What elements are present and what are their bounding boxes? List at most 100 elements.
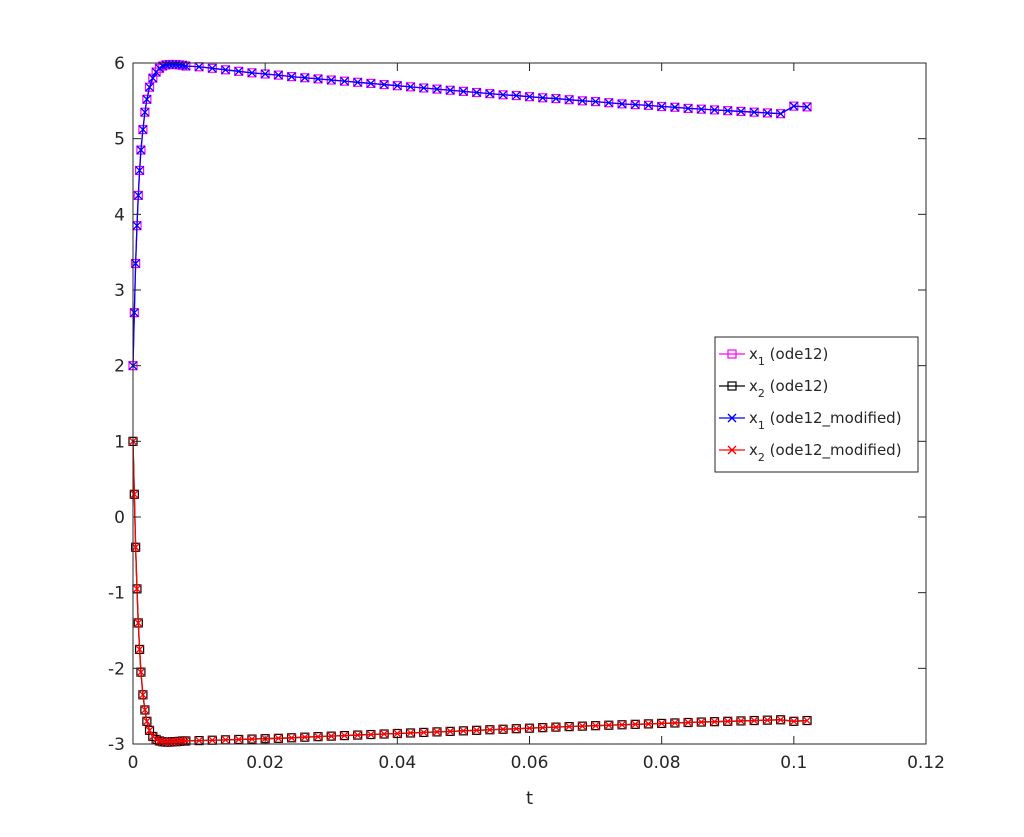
data-point (432, 727, 442, 737)
data-point (683, 718, 693, 727)
series-4 (128, 436, 812, 747)
data-point (472, 725, 482, 735)
data-point (138, 125, 148, 135)
data-point (617, 99, 627, 109)
data-point (142, 716, 152, 726)
data-point (366, 730, 376, 740)
data-point (498, 724, 508, 734)
data-point (142, 94, 152, 104)
data-point (313, 732, 323, 742)
data-point (129, 489, 139, 499)
x-tick-label: 0 (128, 753, 139, 773)
data-point (670, 102, 680, 112)
data-point (144, 82, 155, 92)
data-point (207, 735, 217, 745)
legend-marker (727, 445, 737, 455)
data-point (234, 735, 244, 744)
data-point (551, 722, 561, 732)
data-point (776, 109, 786, 119)
x-tick-label: 0.04 (378, 753, 416, 773)
data-point (749, 107, 759, 117)
data-point (683, 103, 693, 113)
data-point (260, 69, 270, 79)
data-point (148, 73, 158, 83)
legend-label: x1 (ode12) (749, 345, 828, 368)
x-tick-label: 0.08 (643, 753, 681, 773)
data-point (247, 734, 257, 744)
data-point (135, 165, 145, 175)
data-point (379, 729, 389, 739)
x-tick-label: 0.1 (780, 753, 807, 773)
data-point (287, 72, 297, 82)
data-point (326, 731, 336, 741)
data-point (132, 584, 142, 594)
series-layer (128, 59, 812, 747)
data-point (762, 108, 772, 118)
data-point (710, 717, 719, 727)
data-point (643, 100, 653, 110)
data-point (133, 618, 143, 628)
data-point (458, 86, 468, 96)
data-point (135, 644, 145, 654)
data-point (194, 736, 204, 746)
data-point (736, 716, 746, 726)
data-point (221, 65, 230, 75)
data-point (710, 105, 719, 115)
data-point (525, 723, 534, 733)
data-point (723, 716, 733, 726)
y-tick-label: 5 (114, 130, 125, 150)
data-point (287, 733, 297, 743)
data-point (419, 83, 429, 93)
legend-entry: x1 (ode12) (719, 345, 828, 368)
data-point (538, 723, 548, 733)
legend-label: x2 (ode12_modified) (749, 441, 902, 464)
data-point (353, 77, 363, 87)
data-point (472, 88, 482, 97)
data-point (300, 73, 310, 83)
data-point (392, 729, 402, 738)
data-point (749, 716, 759, 726)
data-point (657, 102, 667, 111)
legend-entry: x2 (ode12_modified) (719, 441, 902, 464)
data-point (136, 145, 146, 155)
data-point (136, 667, 146, 677)
data-point (643, 719, 653, 729)
data-point (340, 76, 349, 86)
data-point (164, 60, 174, 69)
legend: x1 (ode12) x2 (ode12) x1 (ode12_modified)x… (714, 336, 919, 473)
x-tick-label: 0.02 (246, 753, 284, 773)
data-point (340, 731, 349, 741)
legend-marker (727, 349, 737, 359)
data-point (577, 721, 587, 731)
data-point (326, 75, 336, 85)
data-point (591, 97, 601, 107)
y-tick-label: -1 (108, 584, 125, 604)
legend-entry: x2 (ode12) (719, 377, 828, 400)
data-point (564, 95, 574, 105)
data-point (142, 716, 152, 726)
data-point (300, 732, 310, 742)
data-point (591, 721, 601, 731)
data-point (392, 81, 402, 91)
data-point (140, 705, 150, 715)
data-point (353, 730, 363, 740)
y-tick-label: 2 (114, 357, 125, 377)
series-3 (128, 60, 812, 371)
data-point (419, 727, 429, 737)
data-point (140, 107, 150, 117)
data-point (207, 63, 217, 73)
y-tick-label: 1 (114, 432, 125, 452)
y-tick-label: 4 (114, 205, 125, 225)
data-point (221, 735, 230, 745)
data-point (194, 62, 204, 72)
data-point (802, 716, 812, 726)
legend-entry: x1 (ode12_modified) (719, 409, 902, 432)
data-point (762, 715, 772, 725)
data-point (630, 719, 640, 729)
data-point (525, 92, 534, 102)
x-tick-label: 0.06 (511, 753, 549, 773)
data-point (802, 102, 812, 112)
y-tick-label: -3 (108, 735, 125, 755)
data-point (145, 725, 154, 735)
